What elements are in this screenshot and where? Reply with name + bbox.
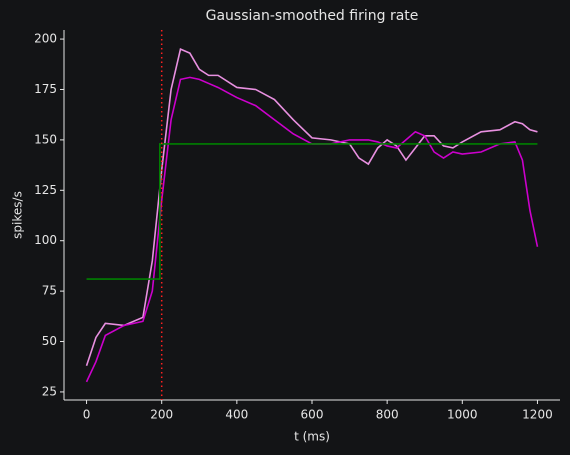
y-tick-label: 25 [42,384,57,398]
x-tick-label: 0 [83,408,91,422]
y-tick-label: 175 [34,82,57,96]
chart-title: Gaussian-smoothed firing rate [206,8,419,24]
y-tick-label: 100 [34,233,57,247]
x-tick-label: 400 [225,408,248,422]
x-tick-label: 200 [150,408,173,422]
x-tick-label: 1000 [447,408,478,422]
y-axis-label: spikes/s [11,191,25,239]
series-line [86,143,538,280]
y-tick-label: 200 [34,32,57,46]
x-axis-label: t (ms) [294,430,330,444]
y-tick-label: 75 [42,284,57,298]
x-tick-label: 600 [301,408,324,422]
y-tick-label: 150 [34,132,57,146]
series-line [85,76,539,383]
y-tick-label: 50 [42,334,57,348]
x-tick-label: 1200 [522,408,553,422]
y-tick-label: 125 [34,183,57,197]
x-tick-label: 800 [376,408,399,422]
